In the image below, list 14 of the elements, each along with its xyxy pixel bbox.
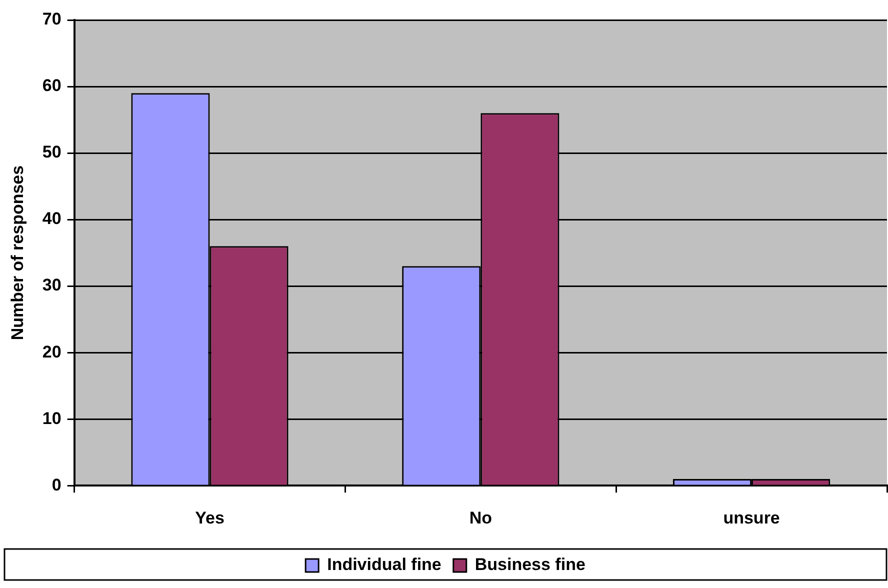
legend-label: Business fine	[474, 555, 586, 574]
y-tick-label: 40	[42, 209, 62, 228]
y-tick-label: 20	[42, 342, 62, 362]
x-tick-label: Yes	[195, 508, 224, 528]
legend-label: Individual fine	[327, 555, 442, 574]
y-tick-label: 0	[52, 475, 62, 494]
y-tick-label: 70	[42, 10, 62, 29]
y-tick-label: 10	[42, 408, 62, 428]
y-tick-label: 30	[42, 276, 62, 295]
x-tick-label: No	[469, 508, 492, 528]
y-tick-label: 50	[42, 142, 62, 162]
y-axis-title: Number of responses	[8, 165, 27, 340]
y-tick-label: 60	[42, 76, 62, 96]
x-tick-label: unsure	[723, 508, 780, 528]
